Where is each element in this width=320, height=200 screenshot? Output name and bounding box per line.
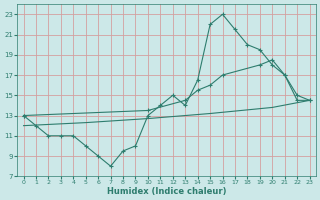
X-axis label: Humidex (Indice chaleur): Humidex (Indice chaleur) — [107, 187, 226, 196]
